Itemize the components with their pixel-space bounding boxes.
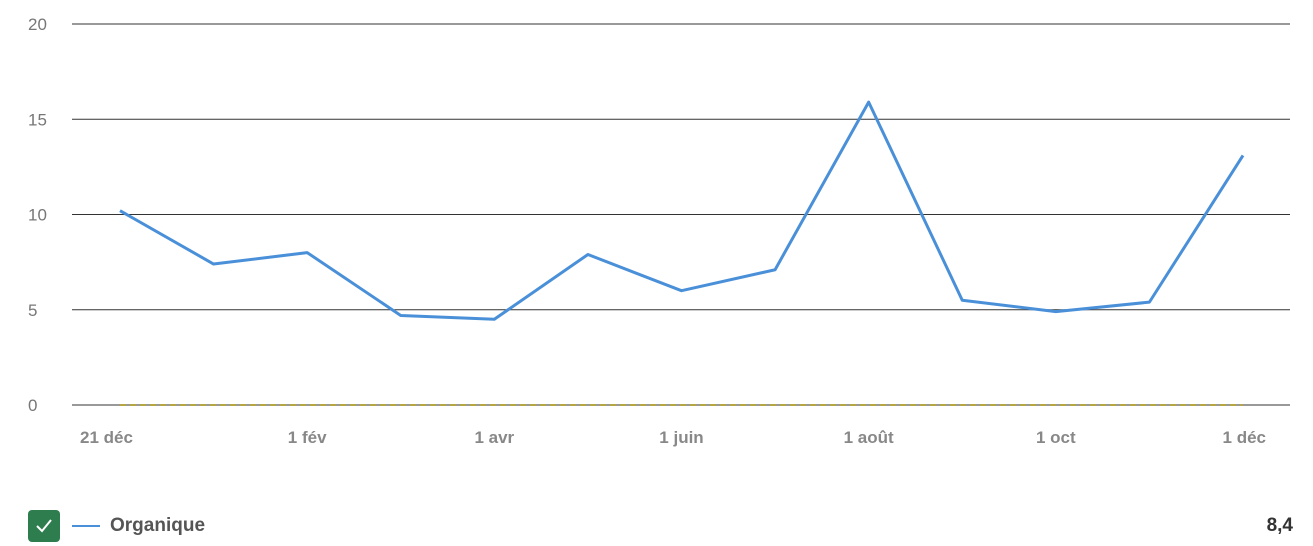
x-tick-label: 1 fév — [288, 428, 327, 447]
series-layer — [119, 100, 1245, 406]
y-tick-label: 20 — [28, 15, 47, 34]
legend-series-value: 8,4 — [1266, 515, 1293, 536]
y-tick-label: 10 — [28, 206, 47, 225]
legend: Organique 8,4 — [28, 510, 1293, 542]
organique-series-line — [119, 100, 1245, 321]
x-tick-label: 1 oct — [1036, 428, 1076, 447]
line-chart: 0 5 10 15 20 21 déc 1 fév 1 avr 1 juin 1 août 1 o… — [28, 15, 1290, 447]
check-icon — [36, 519, 52, 533]
x-tick-label: 21 déc — [80, 428, 133, 447]
x-axis-ticks: 21 déc 1 fév 1 avr 1 juin 1 août 1 oct 1 déc — [80, 428, 1266, 447]
x-tick-label: 1 avr — [474, 428, 514, 447]
y-tick-label: 15 — [28, 110, 47, 129]
x-tick-label: 1 août — [844, 428, 894, 447]
x-tick-label: 1 juin — [659, 428, 703, 447]
legend-series-label: Organique — [110, 515, 206, 536]
y-axis-ticks: 0 5 10 15 20 — [28, 15, 47, 415]
grid-lines — [72, 23, 1290, 406]
y-tick-label: 5 — [28, 301, 37, 320]
legend-series-swatch — [72, 525, 100, 527]
y-tick-label: 0 — [28, 396, 37, 415]
series-toggle-checkbox[interactable] — [28, 510, 60, 542]
x-tick-label: 1 déc — [1223, 428, 1266, 447]
